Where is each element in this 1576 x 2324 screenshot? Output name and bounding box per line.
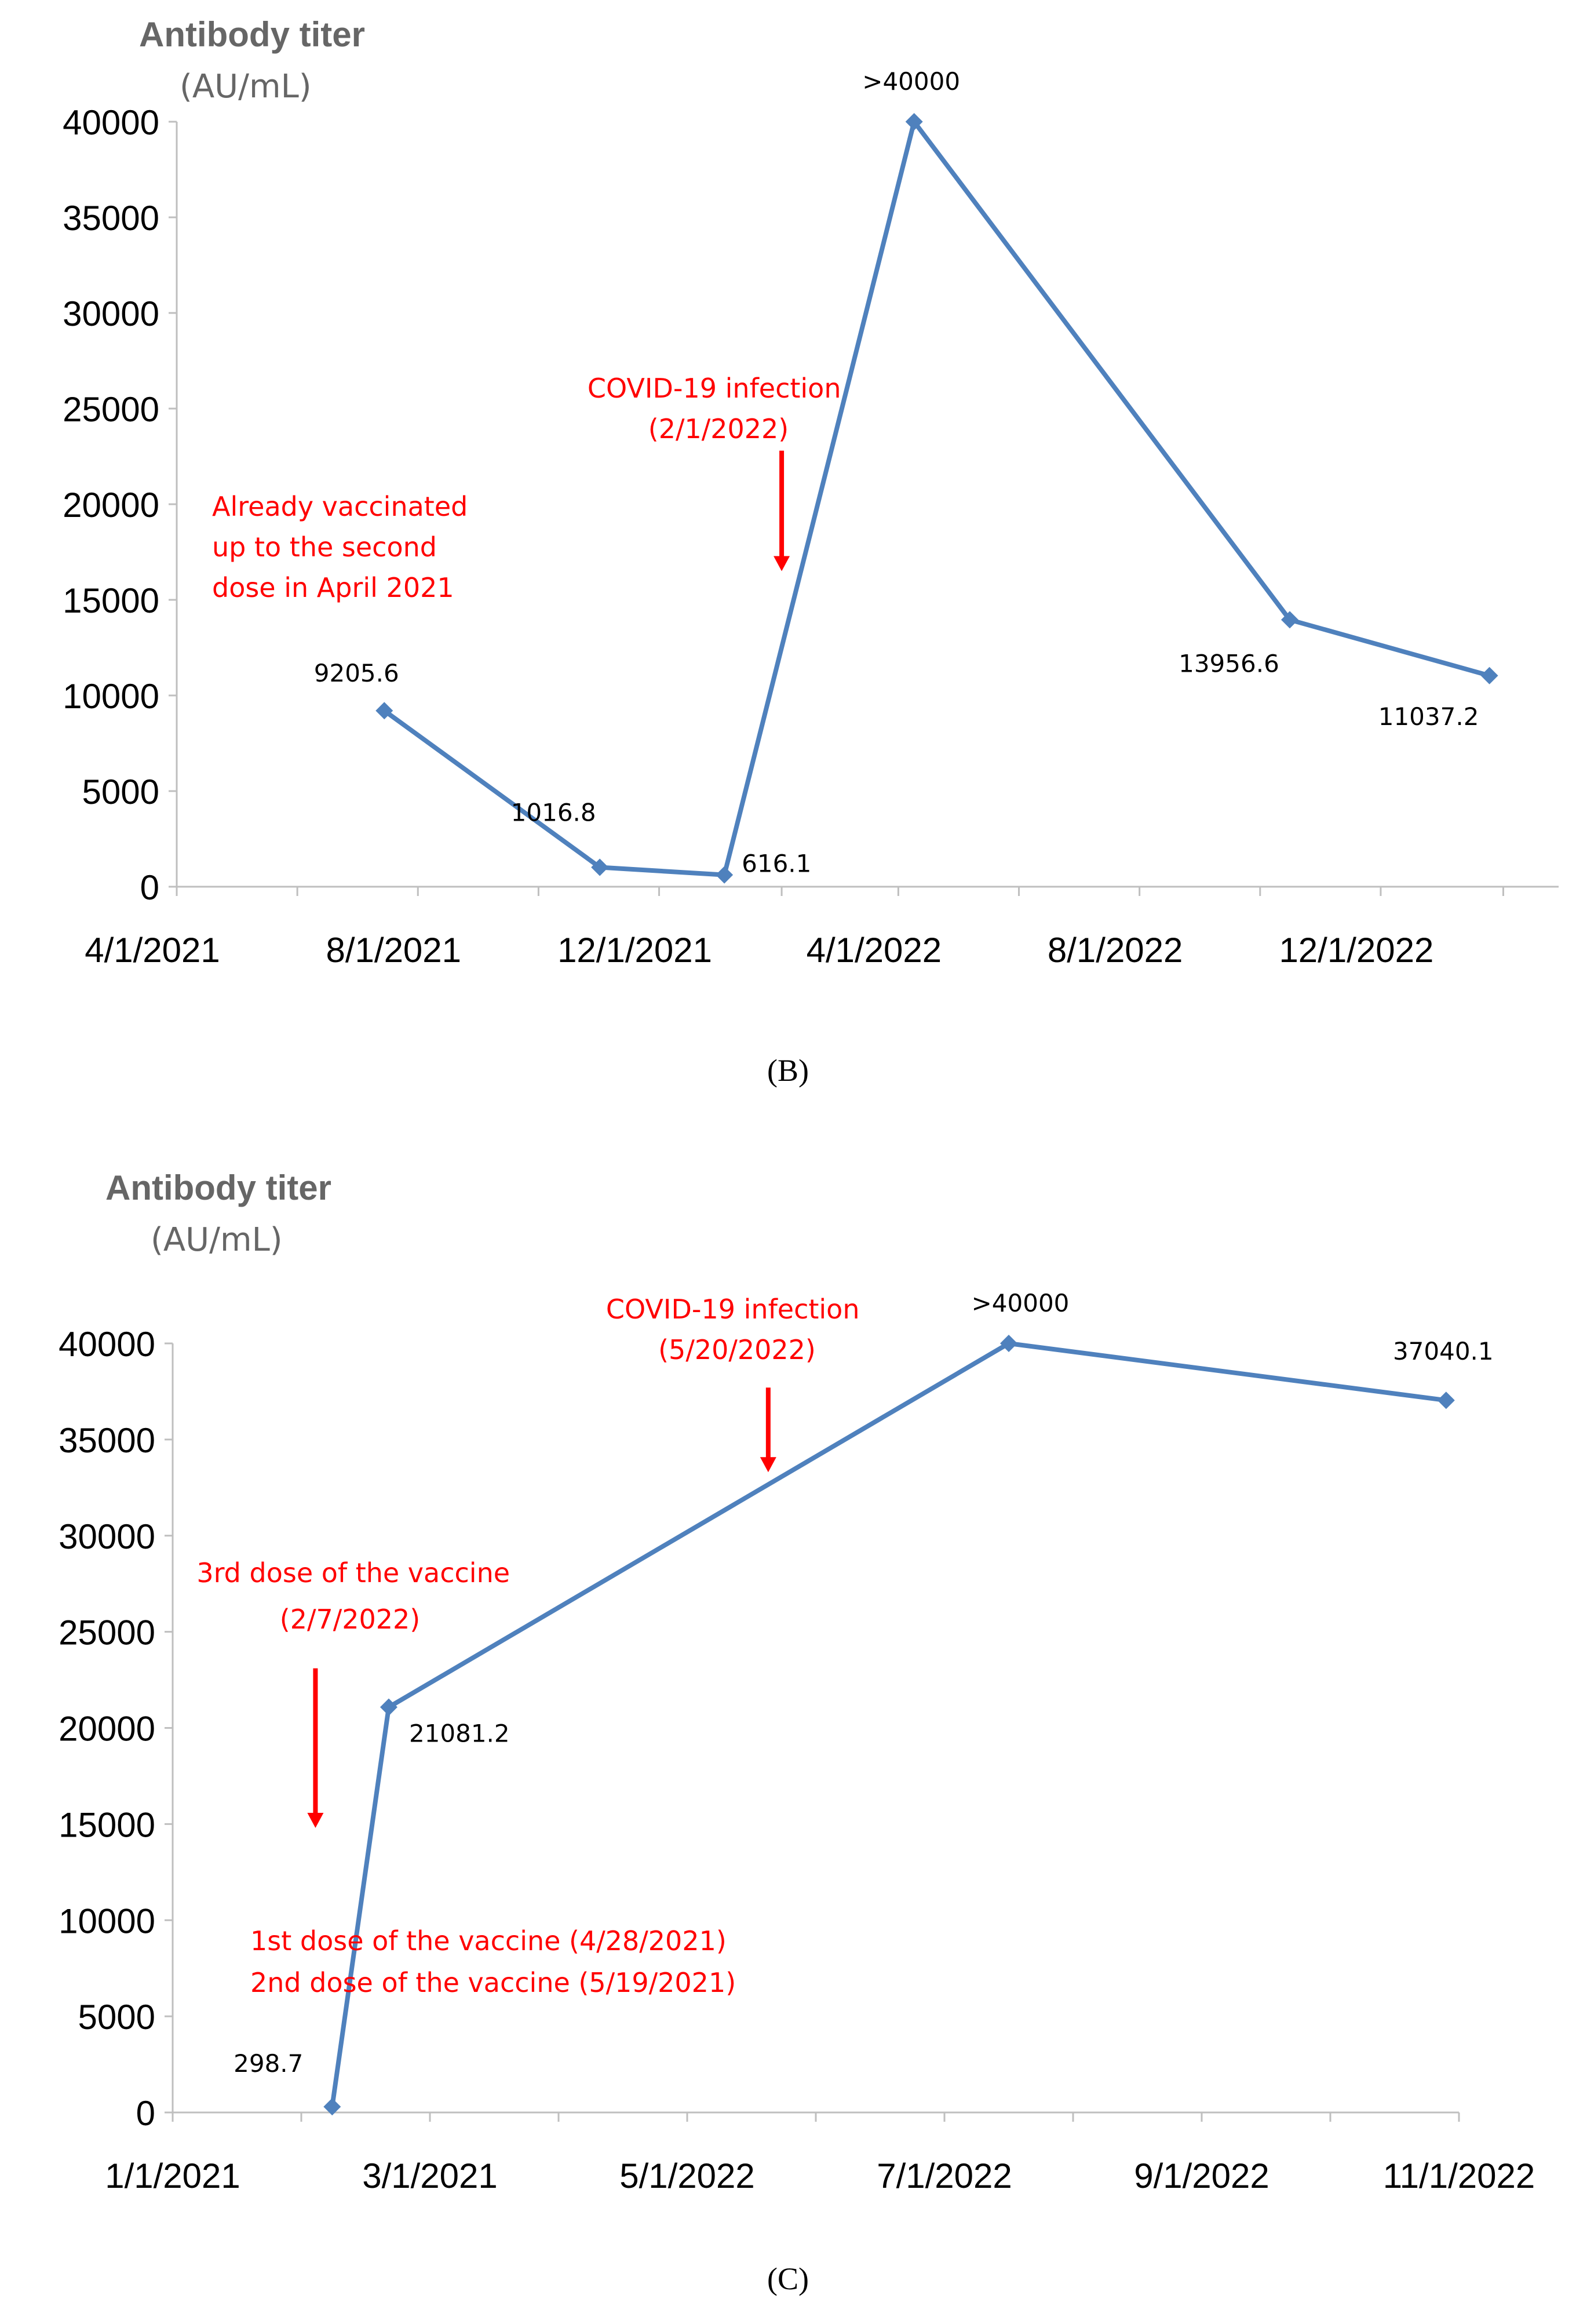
data-point <box>1437 1392 1455 1409</box>
data-point <box>1000 1335 1017 1352</box>
chart-b-infection-arrow <box>774 450 790 571</box>
y-tick-label: 30000 <box>63 294 159 333</box>
x-tick-label: 9/1/2022 <box>1134 2157 1269 2195</box>
y-tick-label: 40000 <box>63 103 159 142</box>
series-line <box>330 1341 1447 2107</box>
arrow-head <box>307 1813 324 1828</box>
x-tick-label: 8/1/2021 <box>326 931 461 970</box>
chart-c-arrows <box>307 1387 776 1828</box>
chart-c-panel-label: (C) <box>767 2261 809 2296</box>
y-tick-label: 30000 <box>59 1517 155 1556</box>
chart-b: Antibody titer (AU/mL) 0 5000 10000 15000 20… <box>63 15 1559 1088</box>
chart-c-series: 298.7 21081.2 >40000 37040.1 <box>234 1289 1494 2116</box>
data-label: 11037.2 <box>1378 702 1479 731</box>
x-tick-label: 5/1/2022 <box>619 2157 755 2195</box>
x-tick-label: 12/1/2022 <box>1279 931 1433 970</box>
y-tick-label: 0 <box>136 2094 155 2133</box>
y-tick-label: 20000 <box>59 1710 155 1749</box>
x-tick-label: 11/1/2022 <box>1383 2157 1535 2195</box>
series-line <box>382 119 1490 877</box>
data-label: >40000 <box>862 67 960 96</box>
data-label: >40000 <box>972 1289 1070 1317</box>
y-tick-label: 10000 <box>63 677 159 716</box>
y-tick-label: 25000 <box>59 1613 155 1652</box>
arrow-head <box>774 556 790 571</box>
y-tick-label: 5000 <box>78 1998 155 2037</box>
x-tick-label: 1/1/2021 <box>105 2157 240 2195</box>
y-tick-label: 20000 <box>63 486 159 524</box>
data-label: 37040.1 <box>1393 1337 1494 1365</box>
chart-b-axes: 0 5000 10000 15000 20000 25000 30000 35000 40000… <box>63 103 1559 970</box>
x-tick-label: 4/1/2021 <box>85 931 220 970</box>
y-tick-label: 15000 <box>59 1805 155 1844</box>
y-tick-label: 25000 <box>63 390 159 429</box>
y-tick-label: 0 <box>140 868 159 907</box>
x-tick-label: 4/1/2022 <box>807 931 942 970</box>
x-tick-label: 3/1/2021 <box>362 2157 498 2195</box>
chart-c-annotation-infection: COVID-19 infection (5/20/2022) <box>606 1294 868 1365</box>
x-tick-label: 12/1/2021 <box>557 931 712 970</box>
data-label: 9205.6 <box>314 659 399 687</box>
data-label: 298.7 <box>234 2049 303 2078</box>
chart-b-annotation-infection: COVID-19 infection (2/1/2022) <box>588 373 849 445</box>
data-point <box>323 2098 341 2116</box>
chart-b-panel-label: (B) <box>767 1053 809 1088</box>
data-point <box>380 1698 397 1716</box>
data-point <box>716 866 734 884</box>
data-label: 616.1 <box>742 850 811 878</box>
data-point <box>375 702 393 720</box>
chart-b-series: 9205.6 1016.8 616.1 >40000 13956.6 11037.2 <box>314 67 1498 884</box>
chart-b-annotation-vaccinated: Already vaccinated up to the second dose… <box>212 491 476 603</box>
chart-c-axes: 0 5000 10000 15000 20000 25000 30000 35000 40000… <box>59 1325 1535 2195</box>
y-tick-label: 40000 <box>59 1325 155 1364</box>
arrow-head <box>760 1457 776 1473</box>
chart-b-ylabel: Antibody titer <box>139 15 365 54</box>
data-point <box>1280 611 1298 629</box>
chart-c-ylabel: Antibody titer <box>105 1168 331 1207</box>
chart-c-annotation-first-second-dose: 1st dose of the vaccine (4/28/2021) 2nd … <box>250 1925 736 1998</box>
chart-c: Antibody titer (AU/mL) 0 5000 10000 15000 20… <box>59 1168 1535 2296</box>
data-label: 1016.8 <box>511 798 596 826</box>
y-tick-label: 15000 <box>63 581 159 620</box>
data-point <box>905 113 923 130</box>
chart-c-yunit: (AU/mL) <box>151 1221 283 1259</box>
data-label: 13956.6 <box>1179 649 1279 677</box>
y-tick-label: 5000 <box>82 773 159 811</box>
data-label: 21081.2 <box>409 1720 510 1748</box>
x-tick-label: 7/1/2022 <box>877 2157 1012 2195</box>
y-tick-label: 35000 <box>59 1421 155 1460</box>
x-tick-label: 8/1/2022 <box>1048 931 1183 970</box>
data-point <box>591 858 609 876</box>
y-tick-label: 35000 <box>63 199 159 238</box>
chart-b-yunit: (AU/mL) <box>180 68 312 105</box>
data-point <box>1480 666 1498 684</box>
chart-c-annotation-third-dose: 3rd dose of the vaccine (2/7/2022) <box>196 1557 518 1635</box>
y-tick-label: 10000 <box>59 1902 155 1940</box>
